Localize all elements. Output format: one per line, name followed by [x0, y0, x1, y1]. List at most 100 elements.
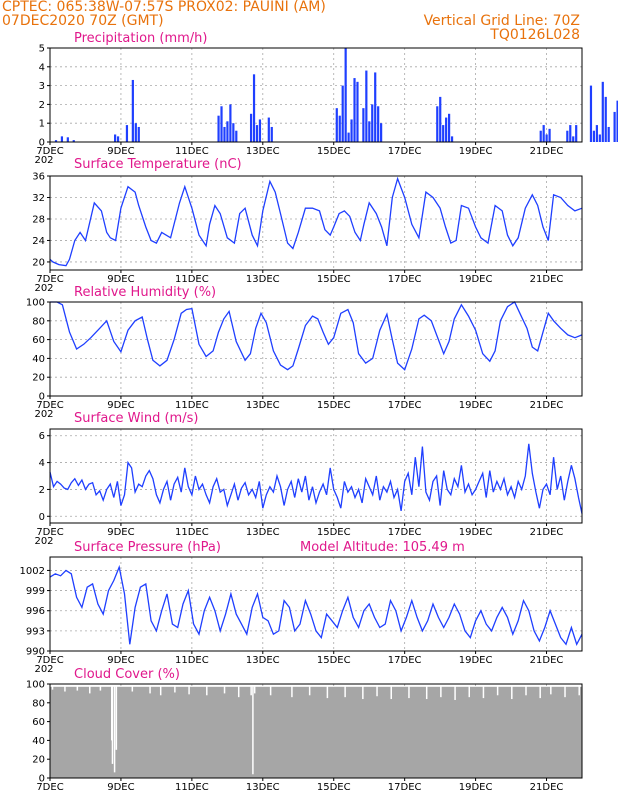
cloud-cover-dip [206, 686, 208, 696]
precipitation-frame [49, 47, 583, 143]
precip-bar [66, 137, 69, 142]
precip-bar [607, 126, 610, 142]
humidity-ytick-label: 0 [39, 392, 45, 403]
humidity-panel: 0 20 40 60 80 100 7DEC 9DEC 11DEC 13DEC 15DEC 17DEC… [26, 285, 583, 420]
precip-bar [572, 136, 575, 142]
wind-ytick-label: 6 [39, 431, 45, 442]
cloud-cover-dip [111, 686, 114, 764]
pressure-xtick-label: 13DEC [246, 655, 280, 666]
temperature-title: Surface Temperature (nC) [74, 157, 242, 172]
precipitation-xtick-label: 7DEC [36, 146, 63, 157]
pressure-xtick-label: 19DEC [459, 655, 493, 666]
precip-bar [368, 121, 371, 142]
temperature-ytick-label: 36 [32, 172, 45, 183]
wind-panel: 0 2 4 6 7DEC 9DEC 11DEC 13DEC 15DEC 17DEC 19DEC 21D… [34, 411, 583, 547]
wind-xtick-label: 7DEC [36, 527, 63, 538]
precip-bar [362, 108, 365, 142]
cloud-xtick-label: 15DEC [317, 782, 351, 793]
temperature-ytick-label: 24 [32, 236, 45, 247]
precipitation-xtick-label: 17DEC [388, 146, 422, 157]
cloud-cover-dip [550, 686, 552, 695]
cloud-xtick-label: 13DEC [246, 782, 280, 793]
precip-bar [131, 79, 134, 142]
cloud-cover-dip [425, 686, 428, 700]
precip-bar [365, 70, 368, 142]
cloud-cover-dip [149, 686, 151, 694]
pressure-xtick-label: 21DEC [530, 655, 564, 666]
pressure-ytick-label: 999 [26, 586, 45, 597]
cloud-ytick-label: 0 [39, 774, 45, 785]
precipitation-ytick-label: 1 [39, 119, 45, 130]
cloud-cover-dip [51, 686, 54, 690]
cloud-cover-dip [188, 686, 190, 695]
precip-bar [592, 130, 596, 142]
cloud-cover-dip [64, 686, 66, 692]
pressure-annotation: Model Altitude: 105.49 m [300, 540, 465, 555]
humidity-xtick-label: 11DEC [175, 400, 209, 411]
header-run-date: 07DEC2020 70Z (GMT) [2, 13, 164, 29]
cloud-xtick-label: 17DEC [388, 782, 422, 793]
cloud-ytick-label: 100 [26, 680, 45, 691]
precipitation-ytick-label: 2 [39, 100, 45, 111]
wind-xtick-label: 13DEC [246, 527, 280, 538]
precip-bar [223, 126, 226, 142]
precip-bar [270, 126, 273, 142]
humidity-ytick-label: 80 [32, 316, 45, 327]
temperature-ytick-label: 20 [32, 257, 45, 268]
precip-bar [450, 136, 454, 142]
pressure-xtick-label: 15DEC [317, 655, 351, 666]
temperature-xtick-label: 17DEC [388, 274, 422, 285]
precipitation-xtick-label: 11DEC [175, 146, 209, 157]
humidity-xtick-label: 7DEC [36, 400, 63, 411]
cloud-cover-dip [408, 686, 410, 699]
precip-bar [267, 117, 270, 142]
humidity-year-label: 202 [34, 409, 53, 420]
cloud-cover-dip [113, 686, 116, 773]
precip-bar [335, 108, 338, 142]
precip-bar [542, 125, 545, 142]
precip-bar [445, 117, 448, 142]
humidity-ytick-label: 100 [26, 298, 45, 309]
temperature-panel: 20 24 28 32 36 7DEC 9DEC 11DEC 13DEC 15DEC 17DEC 19… [32, 157, 583, 294]
cloud-cover-dip [525, 686, 527, 696]
cloud-cover-dip [376, 686, 378, 697]
precipitation-year-label: 202 [34, 155, 53, 166]
temperature-xtick-label: 7DEC [36, 274, 63, 285]
precip-bar [252, 74, 256, 142]
cloud-cover-dip [539, 686, 541, 699]
cloud-cover-dip [252, 686, 254, 775]
temperature-xtick-label: 21DEC [530, 274, 564, 285]
cloud-cover-dip [390, 686, 392, 700]
precip-bar [539, 130, 542, 142]
humidity-xtick-label: 13DEC [246, 400, 280, 411]
cloud-cover-dip [115, 686, 118, 750]
cloud-cover-dip [440, 686, 442, 698]
precip-bar [217, 115, 220, 142]
cloud-cover-dip [308, 686, 311, 696]
precip-bar [353, 78, 356, 142]
precip-bar [134, 123, 137, 142]
cloud-cover-dip [511, 686, 513, 700]
precip-bar [350, 119, 353, 142]
humidity-ytick-label: 20 [32, 373, 45, 384]
wind-xtick-label: 19DEC [459, 527, 493, 538]
temperature-xtick-label: 13DEC [246, 274, 280, 285]
humidity-ytick-label: 40 [32, 354, 45, 365]
humidity-ytick-label: 60 [32, 335, 45, 346]
precip-bar [114, 134, 117, 142]
cloud-cover-dip [253, 686, 256, 694]
cloud-cover-dip [454, 686, 456, 700]
precip-bar [54, 140, 58, 142]
precipitation-ytick-label: 3 [39, 81, 45, 92]
cloud-cover-dip [482, 686, 485, 699]
humidity-xtick-label: 15DEC [317, 400, 351, 411]
precipitation-xtick-label: 21DEC [530, 146, 564, 157]
cloud-cover-dip [362, 686, 364, 700]
precip-bar [604, 96, 607, 142]
precip-bar [347, 132, 350, 142]
wind-ytick-label: 2 [39, 485, 45, 496]
precip-bar [442, 125, 445, 142]
pressure-xtick-label: 7DEC [36, 655, 63, 666]
precip-bar [616, 100, 618, 142]
pressure-year-label: 202 [34, 664, 53, 675]
